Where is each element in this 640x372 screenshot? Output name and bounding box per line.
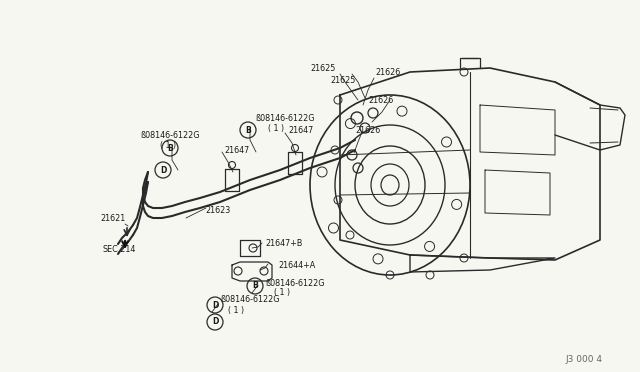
Text: D: D: [212, 301, 218, 310]
Text: 21626: 21626: [375, 67, 400, 77]
Text: B: B: [245, 125, 251, 135]
Text: 21625: 21625: [330, 76, 355, 84]
Text: ( 1 ): ( 1 ): [160, 141, 176, 150]
Text: ß08146-6122G: ß08146-6122G: [140, 131, 200, 140]
Text: 21647+B: 21647+B: [265, 240, 302, 248]
Text: ( 1 ): ( 1 ): [228, 305, 244, 314]
Text: ß08146-6122G: ß08146-6122G: [255, 113, 314, 122]
Text: 21644+A: 21644+A: [278, 260, 316, 269]
Text: 21621: 21621: [100, 214, 125, 222]
Text: D: D: [212, 317, 218, 327]
Text: ( 1 ): ( 1 ): [268, 124, 284, 132]
Text: ( 1 ): ( 1 ): [274, 289, 290, 298]
Text: J3 000 4: J3 000 4: [565, 356, 602, 365]
Text: ß08146-6122G: ß08146-6122G: [220, 295, 280, 305]
Text: SEC.214: SEC.214: [102, 246, 136, 254]
Text: B: B: [167, 144, 173, 153]
Text: 21626: 21626: [368, 96, 393, 105]
Text: 21626: 21626: [355, 125, 380, 135]
Text: B: B: [252, 282, 258, 291]
Text: ß08146-6122G: ß08146-6122G: [265, 279, 324, 288]
Text: D: D: [160, 166, 166, 174]
Text: 21625: 21625: [310, 64, 335, 73]
Text: 21647: 21647: [288, 125, 313, 135]
Text: 21623: 21623: [205, 205, 230, 215]
Text: 21647: 21647: [224, 145, 249, 154]
